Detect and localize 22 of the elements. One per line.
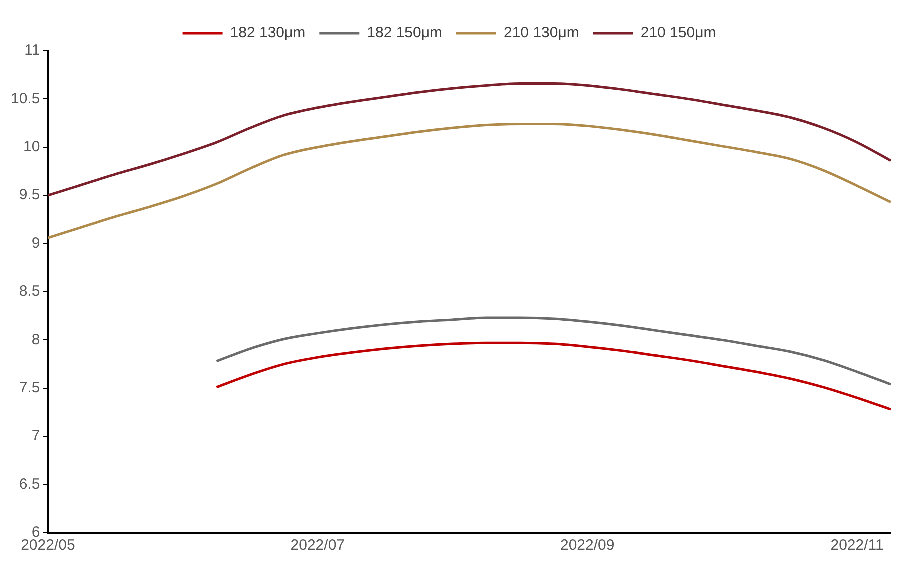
- legend-label: 182 130μm: [230, 24, 306, 42]
- y-tick-label: 6.5: [19, 476, 40, 493]
- legend-label: 210 150μm: [640, 24, 716, 42]
- line-series: [46, 123, 892, 240]
- y-tick-label: 10: [24, 138, 40, 156]
- y-tick-label: 11: [24, 42, 40, 60]
- x-tick-label: 2022/05: [21, 537, 76, 554]
- y-tick-label: 8: [32, 331, 40, 348]
- line-series: [46, 82, 892, 197]
- y-tick-label: 10.5: [10, 90, 40, 108]
- legend-label: 182 150μm: [367, 24, 442, 42]
- y-tick-label: 9: [32, 234, 40, 252]
- x-tick-label: 2022/07: [290, 537, 346, 554]
- line-series: [216, 316, 892, 386]
- legend-label: 210 130μm: [504, 24, 580, 42]
- x-tick-label: 2022/09: [560, 537, 615, 554]
- y-tick-label: 7: [32, 428, 40, 445]
- y-tick-label: 8.5: [19, 283, 40, 300]
- x-tick-label: 2022/11: [830, 537, 884, 554]
- y-tick-label: 9.5: [19, 186, 40, 204]
- line-series: [216, 342, 892, 411]
- y-tick-label: 7.5: [19, 380, 40, 397]
